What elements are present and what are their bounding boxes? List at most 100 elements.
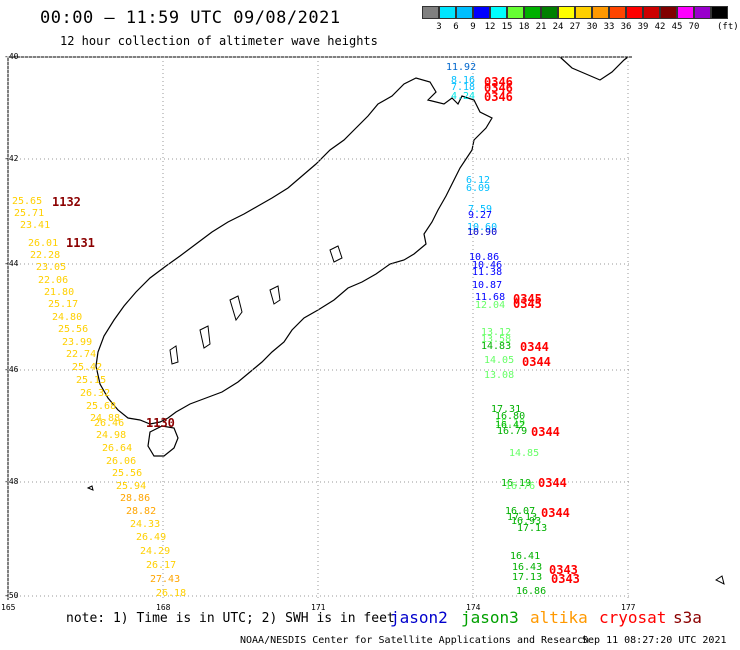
legend-tick-label: 30: [586, 22, 598, 32]
wave-height-value: 16.86: [516, 586, 547, 597]
wave-height-value: 24.29: [140, 546, 171, 557]
legend-tick-label: 21: [535, 22, 547, 32]
satellite-label-cryosat: cryosat: [599, 608, 667, 627]
legend-tick-label: 12: [484, 22, 496, 32]
wave-height-value: 17.31: [491, 404, 522, 415]
wave-height-value: 26.32: [80, 388, 111, 399]
wave-height-value: 14.85: [509, 448, 540, 459]
legend-swatch: [558, 6, 575, 19]
wave-height-value: 25.94: [116, 481, 147, 492]
wave-height-value: 17.13: [517, 523, 548, 534]
legend-swatch: [575, 6, 592, 19]
wave-height-value: 7.18: [451, 82, 476, 93]
legend-swatch: [473, 6, 490, 19]
wave-height-value: 25.56: [112, 468, 143, 479]
latitude-label: -46: [4, 365, 19, 374]
pass-time-value: 1132: [52, 195, 81, 209]
lake: [229, 295, 243, 322]
pass-time-value: 0346: [484, 75, 513, 89]
latitude-label: -48: [4, 477, 19, 486]
wave-height-value: 26.06: [106, 456, 137, 467]
legend-swatch: [711, 6, 728, 19]
wave-height-value: 22.74: [66, 349, 97, 360]
wave-height-value: 23.41: [20, 220, 51, 231]
wave-height-value: 24.80: [52, 312, 83, 323]
pass-time-value: 1130: [146, 416, 175, 430]
wave-height-value: 8.16: [451, 75, 476, 86]
wave-height-value: 17.13: [507, 512, 538, 523]
lake: [269, 285, 281, 305]
legend-swatch: [677, 6, 694, 19]
wave-height-value: 23.99: [62, 337, 93, 348]
wave-height-value: 10.90: [467, 227, 498, 238]
legend-tick-label: 36: [620, 22, 632, 32]
wave-height-value: 24.88: [90, 413, 121, 424]
legend-swatch: [456, 6, 473, 19]
wave-height-value: 25.71: [14, 208, 45, 219]
footer-credit: NOAA/NESDIS Center for Satellite Applica…: [240, 635, 590, 646]
pass-time-value: 0344: [541, 506, 570, 520]
wave-height-value: 16.19: [501, 478, 532, 489]
legend-tick-label: 9: [470, 22, 476, 32]
coastline-north-island-tip: [559, 56, 629, 81]
legend-swatch: [660, 6, 677, 19]
legend-swatch: [490, 6, 507, 19]
wave-height-value: 16.76: [505, 481, 536, 492]
lake: [329, 245, 343, 263]
wave-height-value: 16.42: [495, 420, 526, 431]
wave-height-value: 16.43: [512, 562, 543, 573]
wave-height-value: 16.80: [495, 411, 526, 422]
latitude-label: -50: [4, 591, 19, 600]
note-text: note: 1) Time is in UTC; 2) SWH is in fe…: [66, 611, 395, 626]
pass-time-value: 0346: [484, 81, 513, 95]
wave-height-value: 11.92: [446, 62, 477, 73]
map-title: 00:00 – 11:59 UTC 09/08/2021: [40, 8, 341, 28]
wave-height-value: 25.68: [86, 401, 117, 412]
longitude-label: 177: [621, 603, 636, 612]
legend-tick-label: 15: [501, 22, 513, 32]
lake: [199, 325, 211, 349]
wave-height-value: 23.05: [36, 262, 67, 273]
pass-time-value: 1131: [66, 236, 95, 250]
wave-height-value: 25.65: [12, 196, 43, 207]
wave-height-value: 4.24: [451, 91, 476, 102]
wave-height-value: 6.09: [466, 183, 491, 194]
satellite-label-jason3: jason3: [461, 608, 519, 627]
wave-height-value: 10.46: [472, 260, 503, 271]
wave-height-value: 26.18: [156, 588, 187, 599]
wave-height-value: 22.06: [38, 275, 69, 286]
wave-height-value: 26.01: [28, 238, 59, 249]
wave-height-value: 24.98: [96, 430, 127, 441]
wave-height-value: 25.42: [72, 362, 103, 373]
wave-height-value: 14.05: [484, 355, 515, 366]
legend-swatch: [643, 6, 660, 19]
legend-swatch: [626, 6, 643, 19]
satellite-label-altika: altika: [530, 608, 588, 627]
wave-height-value: 12.04: [475, 300, 506, 311]
pass-time-value: 0344: [531, 425, 560, 439]
lake: [169, 345, 179, 365]
wave-height-value: 7.59: [468, 204, 493, 215]
wave-height-value: 25.15: [76, 375, 107, 386]
pass-time-value: 0344: [522, 355, 551, 369]
wave-height-value: 16.07: [505, 506, 536, 517]
longitude-label: 171: [311, 603, 326, 612]
wave-height-value: 14.83: [481, 341, 512, 352]
coastline-stewart-island: [147, 425, 179, 457]
pass-time-value: 0344: [520, 340, 549, 354]
wave-height-value: 16.79: [497, 426, 528, 437]
wave-height-value: 9.27: [468, 210, 493, 221]
latitude-label: -42: [4, 154, 19, 163]
wave-height-value: 17.13: [512, 572, 543, 583]
wave-height-value: 13.58: [481, 334, 512, 345]
pass-time-value: 0343: [549, 563, 578, 577]
wave-height-value: 13.08: [484, 370, 515, 381]
longitude-label: 165: [1, 603, 16, 612]
islet: [86, 485, 94, 491]
pass-time-value: 0343: [551, 572, 580, 586]
legend-swatch: [541, 6, 558, 19]
pass-time-value: 0346: [484, 90, 513, 104]
legend-swatch: [524, 6, 541, 19]
